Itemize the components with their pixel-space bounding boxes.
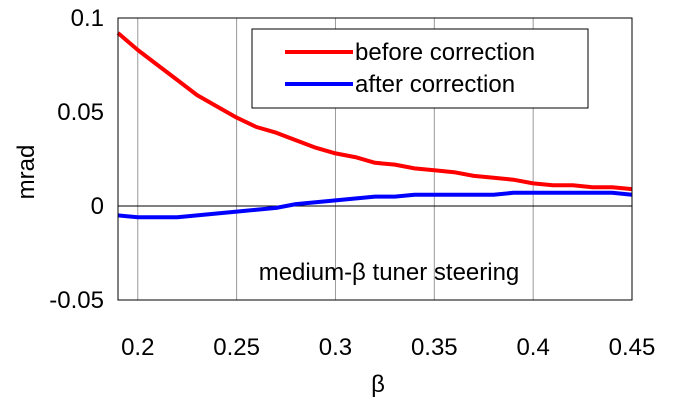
y-tick-label: 0	[91, 193, 104, 220]
legend-label-after-correction: after correction	[355, 71, 515, 98]
y-tick-label: 0.1	[71, 5, 104, 32]
x-tick-label: 0.4	[516, 334, 549, 361]
series-line-after-correction	[118, 193, 632, 218]
legend: before correction after correction	[252, 29, 588, 108]
x-axis-label: β	[371, 371, 385, 398]
y-tick-label: -0.05	[49, 287, 104, 314]
x-tick-label: 0.25	[213, 334, 260, 361]
x-tick-label: 0.2	[121, 334, 154, 361]
y-axis-label: mrad	[13, 145, 40, 200]
x-tick-label: 0.35	[411, 334, 458, 361]
chart-annotation: medium-β tuner steering	[259, 259, 520, 286]
legend-label-before-correction: before correction	[355, 39, 535, 66]
x-tick-label: 0.3	[319, 334, 352, 361]
x-tick-label: 0.45	[609, 334, 656, 361]
y-tick-label: 0.05	[57, 99, 104, 126]
